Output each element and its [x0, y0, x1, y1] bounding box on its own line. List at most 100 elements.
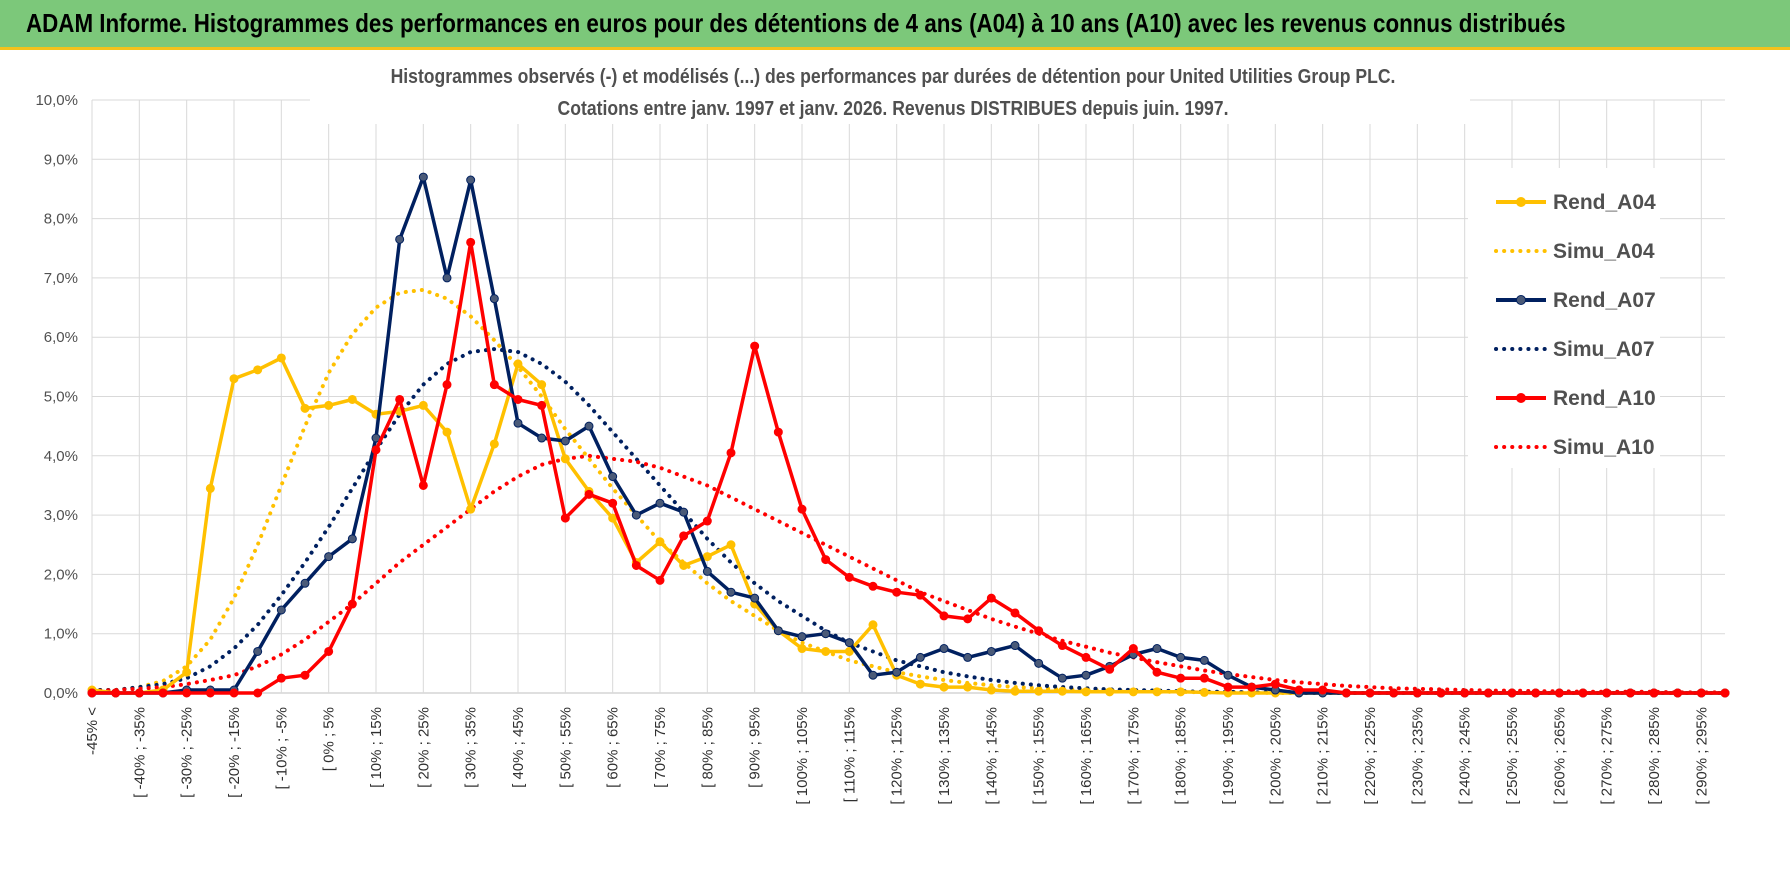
- x-tick-label: [ 250% ; 255%: [1504, 707, 1521, 805]
- data-point-Rend_A07: [655, 498, 665, 508]
- x-tick-label: [ -40% ; -35%: [131, 707, 148, 798]
- data-point-Rend_A10: [324, 646, 334, 656]
- x-tick-label: [ 100% ; 105%: [794, 707, 811, 805]
- data-point-Rend_A07: [773, 626, 783, 636]
- y-tick-label: 2,0%: [44, 566, 78, 583]
- x-tick-label: [ 50% ; 55%: [557, 707, 574, 788]
- y-tick-label: 0,0%: [44, 685, 78, 702]
- legend-background: [1468, 168, 1660, 468]
- data-point-Rend_A04: [655, 537, 665, 547]
- data-point-Rend_A10: [111, 688, 121, 698]
- data-point-Rend_A10: [513, 394, 523, 404]
- data-point-Rend_A07: [797, 632, 807, 642]
- data-point-Rend_A07: [1223, 670, 1233, 680]
- data-point-Rend_A10: [986, 593, 996, 603]
- data-point-Rend_A07: [1034, 658, 1044, 668]
- data-point-Rend_A10: [963, 614, 973, 624]
- data-point-Rend_A10: [1128, 644, 1138, 654]
- x-tick-label: [ 70% ; 75%: [652, 707, 669, 788]
- data-point-Rend_A04: [466, 504, 476, 514]
- data-point-Rend_A04: [726, 540, 736, 550]
- data-point-Rend_A10: [1483, 688, 1493, 698]
- data-point-Rend_A07: [679, 507, 689, 517]
- data-point-Rend_A10: [797, 504, 807, 514]
- data-point-Rend_A04: [1176, 687, 1186, 697]
- data-point-Rend_A07: [821, 629, 831, 639]
- data-point-Rend_A10: [608, 498, 618, 508]
- report-banner-title: ADAM Informe. Histogrammes des performan…: [26, 8, 1566, 38]
- data-point-Rend_A04: [844, 646, 854, 656]
- data-point-Rend_A04: [963, 682, 973, 692]
- x-tick-label: [ 80% ; 85%: [699, 707, 716, 788]
- y-tick-label: 8,0%: [44, 211, 78, 228]
- data-point-Rend_A07: [750, 593, 760, 603]
- data-point-Rend_A07: [892, 667, 902, 677]
- data-point-Rend_A07: [513, 418, 523, 428]
- series-lines: [87, 172, 1730, 698]
- data-point-Rend_A10: [1578, 688, 1588, 698]
- data-point-Rend_A10: [347, 599, 357, 609]
- data-point-Rend_A07: [726, 587, 736, 597]
- x-tick-label: [ 20% ; 25%: [415, 707, 432, 788]
- data-point-Rend_A10: [1105, 664, 1115, 674]
- data-point-Rend_A10: [489, 380, 499, 390]
- x-tick-label: [ 40% ; 45%: [510, 707, 527, 788]
- data-point-Rend_A07: [1199, 655, 1209, 665]
- data-point-Rend_A10: [939, 611, 949, 621]
- data-point-Rend_A04: [1152, 687, 1162, 697]
- data-point-Rend_A10: [1270, 679, 1280, 689]
- x-tick-label: [ 110% ; 115%: [841, 707, 858, 802]
- x-tick-label: [ 280% ; 285%: [1646, 707, 1663, 805]
- data-point-Rend_A10: [395, 394, 405, 404]
- y-tick-label: 7,0%: [44, 270, 78, 287]
- x-tick-label: [ 0% ; 5%: [321, 707, 338, 771]
- data-point-Rend_A04: [1034, 686, 1044, 696]
- legend-label-Rend_A07: Rend_A07: [1553, 289, 1656, 312]
- x-tick-label: [ 150% ; 155%: [1031, 707, 1048, 805]
- data-point-Rend_A10: [679, 531, 689, 541]
- x-tick-label: [ 260% ; 265%: [1551, 707, 1568, 805]
- x-tick-label: [ 140% ; 145%: [983, 707, 1000, 805]
- chart-area: 0,0% 1,0% 2,0% 3,0% 4,0% 5,0% 6,0% 7,0% 8,0% 9,0%…: [0, 50, 1790, 888]
- x-tick-label: [ 90% ; 95%: [747, 707, 764, 788]
- data-point-Rend_A10: [1081, 652, 1091, 662]
- data-point-Rend_A10: [1649, 688, 1659, 698]
- data-point-Rend_A04: [1081, 687, 1091, 697]
- data-point-Rend_A10: [466, 237, 476, 247]
- x-tick-label: [ 160% ; 165%: [1078, 707, 1095, 805]
- data-point-Rend_A07: [1057, 673, 1067, 683]
- x-tick-label: [ 210% ; 215%: [1315, 707, 1332, 805]
- data-point-Rend_A04: [679, 561, 689, 571]
- data-point-Rend_A04: [915, 679, 925, 689]
- data-point-Rend_A10: [1554, 688, 1564, 698]
- data-point-Rend_A04: [229, 374, 239, 384]
- data-point-Rend_A10: [1199, 673, 1209, 683]
- data-point-Rend_A10: [655, 575, 665, 585]
- data-point-Rend_A04: [1199, 687, 1209, 697]
- data-point-Rend_A04: [986, 685, 996, 695]
- x-tick-label: [ 200% ; 205%: [1267, 707, 1284, 805]
- data-point-Rend_A10: [276, 673, 286, 683]
- data-point-Rend_A04: [253, 365, 263, 375]
- data-point-Rend_A04: [324, 400, 334, 410]
- data-point-Rend_A07: [347, 534, 357, 544]
- data-point-Rend_A10: [726, 448, 736, 458]
- y-tick-label: 10,0%: [35, 92, 78, 109]
- series-line-Rend_A10: [92, 240, 1725, 695]
- data-point-Rend_A07: [466, 175, 476, 185]
- data-point-Rend_A04: [418, 400, 428, 410]
- legend-label-Simu_A04: Simu_A04: [1553, 240, 1655, 263]
- data-point-Rend_A10: [1602, 688, 1612, 698]
- data-point-Rend_A04: [797, 644, 807, 654]
- data-point-Rend_A04: [868, 620, 878, 630]
- data-point-Rend_A10: [584, 489, 594, 499]
- data-point-Rend_A04: [821, 646, 831, 656]
- y-tick-label: 1,0%: [44, 626, 78, 643]
- data-point-Rend_A10: [134, 688, 144, 698]
- data-point-Rend_A04: [1128, 687, 1138, 697]
- data-point-Rend_A10: [229, 688, 239, 698]
- data-point-Rend_A07: [253, 646, 263, 656]
- x-tick-label: [ 290% ; 295%: [1693, 707, 1710, 805]
- data-point-Rend_A10: [1034, 626, 1044, 636]
- x-tick-label: [ 240% ; 245%: [1457, 707, 1474, 805]
